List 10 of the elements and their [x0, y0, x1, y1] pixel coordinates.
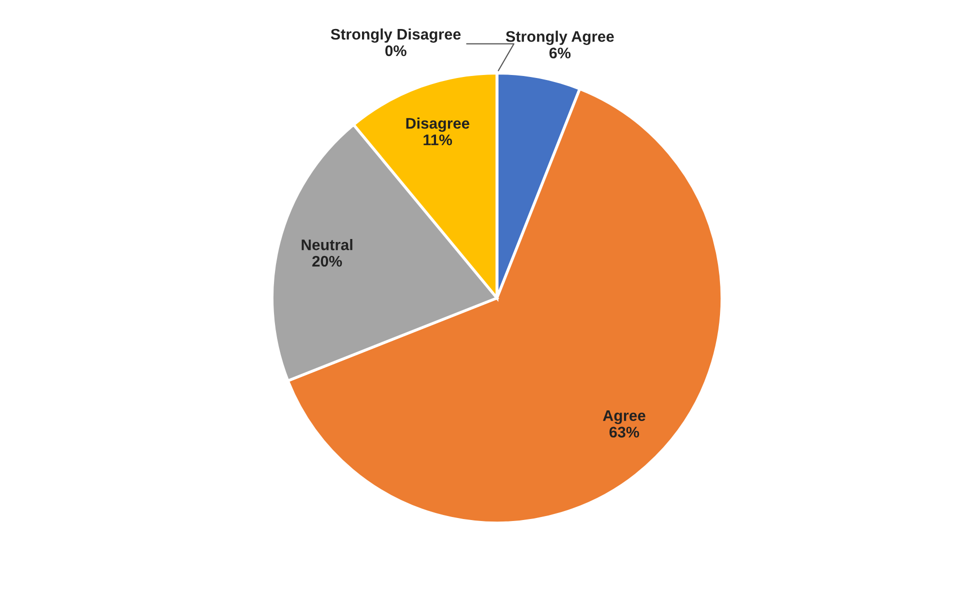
data-label: 20%	[312, 256, 342, 267]
data-label: 11%	[424, 134, 452, 146]
category-label: Strongly Disagree	[330, 28, 461, 43]
text: 0%	[385, 45, 406, 56]
slice-label: Disagree	[406, 118, 470, 132]
slice-label: Agree	[602, 410, 646, 424]
data-label: 6%	[549, 48, 571, 58]
slice-label: Strongly Agree	[506, 30, 614, 45]
slice-label: Neutral	[302, 239, 352, 250]
data-label: 63%	[609, 426, 640, 438]
